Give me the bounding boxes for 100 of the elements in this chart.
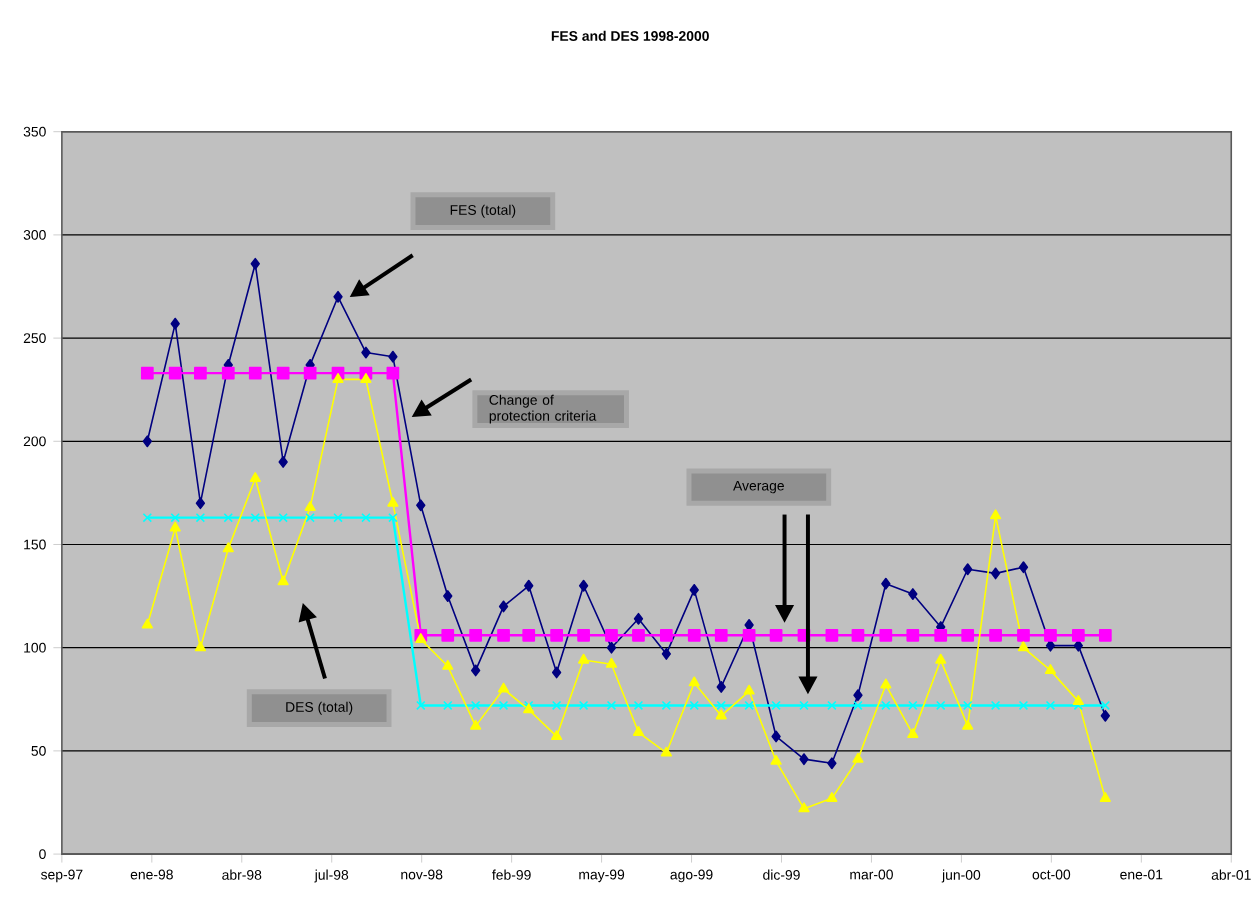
point xyxy=(715,709,727,720)
point xyxy=(223,512,234,523)
point xyxy=(170,317,180,330)
point xyxy=(442,659,454,670)
point xyxy=(469,628,483,642)
point xyxy=(743,684,755,695)
point xyxy=(770,754,782,765)
point xyxy=(577,653,590,664)
point xyxy=(935,700,946,711)
point xyxy=(881,700,891,711)
point xyxy=(169,521,181,532)
point xyxy=(1071,628,1085,642)
point xyxy=(605,657,618,668)
point xyxy=(497,628,510,642)
point xyxy=(278,512,288,523)
point xyxy=(716,680,726,693)
point xyxy=(689,700,699,711)
point xyxy=(386,366,400,380)
point xyxy=(632,628,645,642)
point xyxy=(361,346,371,359)
point xyxy=(1018,700,1029,711)
point xyxy=(194,641,207,652)
point xyxy=(990,700,1001,711)
point xyxy=(990,567,1001,580)
point xyxy=(276,366,290,380)
point xyxy=(250,257,260,270)
point xyxy=(687,628,701,642)
point xyxy=(963,563,973,576)
point xyxy=(1100,709,1111,722)
point xyxy=(194,366,207,380)
point xyxy=(827,757,837,770)
point xyxy=(305,512,315,523)
point xyxy=(771,700,781,711)
point xyxy=(333,512,343,523)
point xyxy=(522,628,536,642)
point xyxy=(498,700,509,711)
point xyxy=(908,700,918,711)
point xyxy=(906,628,920,642)
point xyxy=(827,700,837,711)
point xyxy=(470,700,481,711)
point xyxy=(250,512,261,523)
point xyxy=(416,499,426,512)
point xyxy=(470,664,481,677)
point xyxy=(799,700,809,711)
point xyxy=(141,618,153,629)
point xyxy=(333,290,343,303)
point xyxy=(497,682,510,693)
point xyxy=(415,633,427,644)
point xyxy=(470,719,482,730)
point xyxy=(416,700,426,711)
point xyxy=(825,628,839,642)
point xyxy=(744,700,754,711)
point xyxy=(934,628,948,642)
point xyxy=(578,700,589,711)
point xyxy=(360,373,372,383)
point xyxy=(388,350,398,363)
point xyxy=(1044,628,1057,642)
point xyxy=(222,542,234,553)
point xyxy=(660,746,672,757)
point xyxy=(195,512,206,523)
point xyxy=(304,500,316,511)
point xyxy=(1018,561,1029,574)
point xyxy=(799,753,809,766)
point xyxy=(278,455,288,468)
point xyxy=(771,730,781,743)
point xyxy=(550,730,563,741)
point xyxy=(551,666,562,679)
point xyxy=(935,653,947,664)
point xyxy=(142,435,152,448)
point xyxy=(962,700,973,711)
point xyxy=(332,373,344,383)
point xyxy=(989,628,1002,642)
point xyxy=(851,628,865,642)
point xyxy=(140,366,154,380)
point xyxy=(688,676,700,687)
point xyxy=(443,700,453,711)
point xyxy=(716,700,726,711)
point xyxy=(361,512,371,523)
point xyxy=(303,366,317,380)
point xyxy=(661,700,672,711)
point xyxy=(170,512,180,523)
point xyxy=(826,792,838,802)
point xyxy=(443,590,453,603)
point xyxy=(606,700,617,711)
point xyxy=(1098,628,1112,642)
point xyxy=(277,575,289,586)
point xyxy=(387,496,399,507)
point xyxy=(881,577,891,590)
point xyxy=(605,628,618,642)
point xyxy=(659,628,673,642)
point xyxy=(551,700,562,711)
point xyxy=(633,700,644,711)
point xyxy=(606,641,617,654)
point xyxy=(742,628,756,642)
point xyxy=(1017,641,1030,652)
point xyxy=(524,579,534,592)
point xyxy=(908,588,918,600)
point xyxy=(853,700,863,711)
point xyxy=(907,728,919,738)
point xyxy=(962,719,974,730)
